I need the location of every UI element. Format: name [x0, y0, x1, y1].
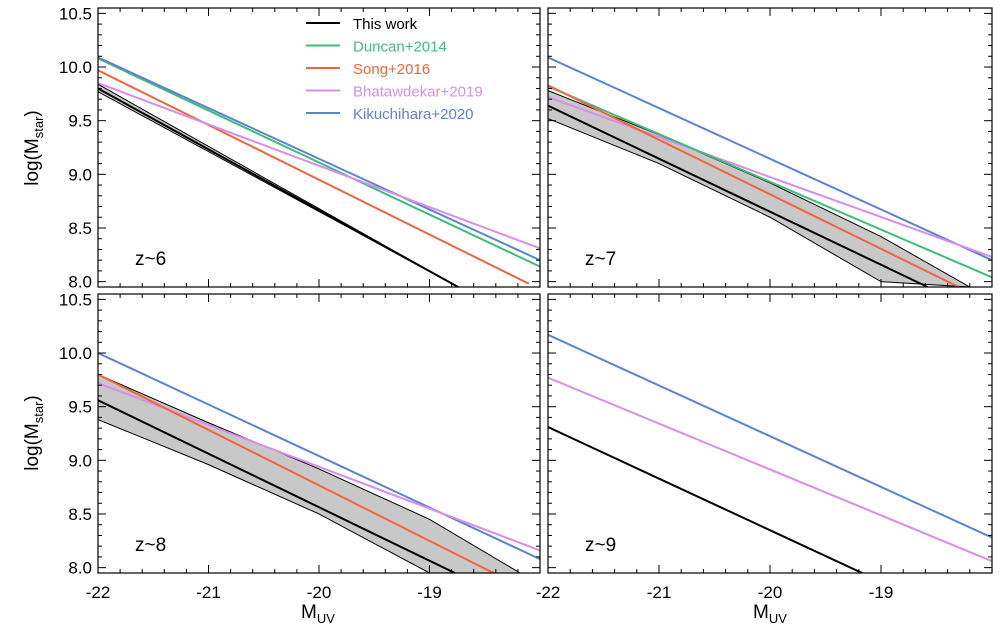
panel-label: z~7 [585, 249, 616, 270]
legend: This work Duncan+2014 Song+2016 Bhatawdekar… [306, 16, 483, 123]
series-line-song-2016 [98, 69, 530, 285]
series-line-bhatawdekar-2019 [98, 82, 540, 250]
panel-1: 8.0 8.5 9.0 9.5 10.0 10.5 z~6 [59, 4, 541, 292]
legend-label: This work [353, 16, 418, 33]
series-line-kikuchihara-2020 [98, 56, 540, 262]
y-tick-label: 8.5 [68, 505, 92, 524]
y-tick-label: 9.5 [68, 112, 92, 131]
series-line-song-2016 [98, 373, 495, 573]
x-tick-label: -21 [647, 583, 672, 602]
panel-frame [97, 7, 541, 288]
panel-2: z~7 [547, 7, 993, 288]
panel-label: z~8 [135, 535, 166, 556]
y-axis-label-subscript: star [31, 116, 46, 138]
series-line-this-work [98, 399, 456, 573]
y-axis-label-subscript: star [31, 401, 46, 423]
y-tick-label: 9.0 [68, 165, 92, 184]
x-tick-label: -22 [536, 583, 561, 602]
x-tick-label: -19 [417, 583, 442, 602]
legend-label: Kikuchihara+2020 [353, 106, 474, 123]
series-line-kikuchihara-2020 [98, 352, 540, 560]
y-tick-label: 10.0 [59, 344, 92, 363]
panel-4-plot-area [548, 333, 992, 573]
series-line-kikuchihara-2020 [548, 333, 992, 539]
y-tick-label: 8.0 [68, 273, 92, 292]
panels-layer: 8.0 8.5 9.0 9.5 10.0 10.5 z~6 z~7 8.0 8.5 9.0 9.5 10… [59, 4, 993, 602]
x-tick-label: -20 [758, 583, 783, 602]
series-line-duncan-2014 [548, 85, 992, 279]
legend-label: Bhatawdekar+2019 [353, 84, 483, 101]
panel-frame [547, 7, 993, 288]
panel-label: z~9 [585, 535, 616, 556]
x-axis-label-left: MUV [301, 602, 335, 626]
x-tick-label: -22 [86, 583, 111, 602]
x-axis-label-subscript: UV [769, 611, 787, 626]
x-tick-label: -21 [196, 583, 221, 602]
panel-label: z~6 [135, 249, 166, 270]
panel-2-plot-area [548, 56, 992, 287]
panel-3-plot-area [98, 352, 540, 573]
series-line-this-work [98, 87, 459, 287]
x-tick-label: -19 [869, 583, 894, 602]
legend-label: Song+2016 [353, 61, 430, 78]
y-tick-label: 9.0 [68, 451, 92, 470]
y-tick-label: 8.0 [68, 559, 92, 578]
y-axis-label-top: log(Mstar) [22, 110, 46, 186]
series-line-bhatawdekar-2019 [548, 96, 992, 258]
series-line-song-2016 [548, 84, 960, 287]
legend-label: Duncan+2014 [353, 39, 447, 56]
series-line-this-work [548, 426, 863, 573]
y-tick-label: 8.5 [68, 219, 92, 238]
panel-3: 8.0 8.5 9.0 9.5 10.0 10.5 -22 -21 -20 -19 z~8 [59, 290, 541, 602]
uncertainty-band [98, 83, 459, 287]
y-tick-label: 10.0 [59, 58, 92, 77]
series-line-this-work [548, 104, 929, 287]
y-tick-label: 10.5 [59, 4, 92, 23]
x-axis-label-subscript: UV [317, 611, 335, 626]
y-tick-label: 10.5 [59, 290, 92, 309]
panel-4: -22 -21 -20 -19 z~9 [536, 293, 993, 602]
series-line-duncan-2014 [98, 57, 540, 268]
x-tick-label: -20 [307, 583, 332, 602]
y-axis-label-bottom: log(Mstar) [22, 395, 46, 471]
series-line-bhatawdekar-2019 [548, 376, 992, 563]
series-line-kikuchihara-2020 [548, 56, 992, 262]
panel-1-plot-area [98, 56, 540, 287]
y-tick-label: 9.5 [68, 398, 92, 417]
x-axis-label-right: MUV [753, 602, 787, 626]
